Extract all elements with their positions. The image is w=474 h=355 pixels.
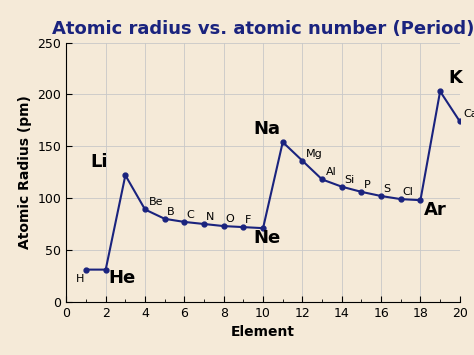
Text: N: N xyxy=(206,212,214,222)
Text: Li: Li xyxy=(90,153,108,171)
Text: Si: Si xyxy=(345,175,355,185)
X-axis label: Element: Element xyxy=(231,325,295,339)
Text: C: C xyxy=(186,210,194,220)
Text: K: K xyxy=(448,69,462,87)
Text: S: S xyxy=(383,184,390,194)
Title: Atomic radius vs. atomic number (Period): Atomic radius vs. atomic number (Period) xyxy=(52,20,474,38)
Text: B: B xyxy=(167,207,174,217)
Y-axis label: Atomic Radius (pm): Atomic Radius (pm) xyxy=(18,95,32,249)
Text: Na: Na xyxy=(253,120,280,138)
Text: Mg: Mg xyxy=(306,149,323,159)
Text: O: O xyxy=(226,214,235,224)
Text: Ne: Ne xyxy=(253,229,281,247)
Text: He: He xyxy=(109,269,136,287)
Text: Ca: Ca xyxy=(464,109,474,119)
Text: Al: Al xyxy=(326,167,337,178)
Text: P: P xyxy=(364,180,370,190)
Text: Ar: Ar xyxy=(424,201,447,219)
Text: Cl: Cl xyxy=(403,187,414,197)
Text: Be: Be xyxy=(149,197,164,207)
Text: H: H xyxy=(76,274,84,284)
Text: F: F xyxy=(246,215,252,225)
